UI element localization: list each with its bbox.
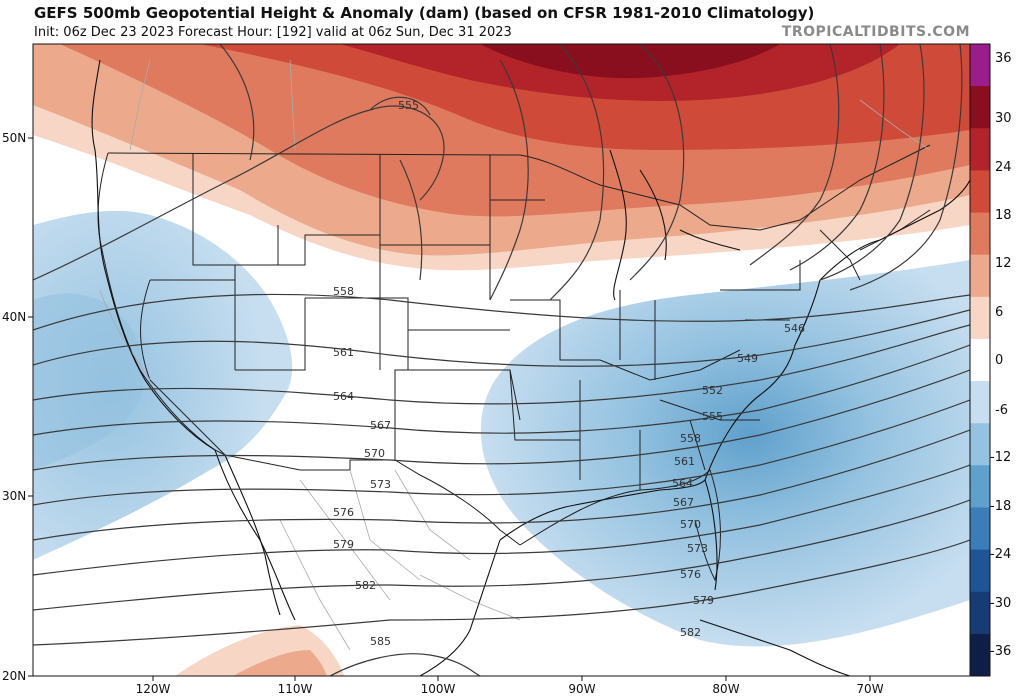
contour-label: 570 (364, 447, 385, 460)
longitude-label: 110W (278, 682, 313, 696)
colorbar-segment (970, 381, 990, 424)
colorbar-segment (970, 465, 990, 508)
colorbar-segment (970, 338, 990, 382)
colorbar-segment (970, 44, 990, 87)
colorbar-segment (970, 507, 990, 551)
contour-label: 555 (702, 410, 723, 423)
coastlines (91, 59, 970, 676)
negative-anomaly-shading (33, 210, 970, 647)
colorbar-label: -36 (990, 644, 1011, 659)
contour-label: 567 (673, 496, 694, 509)
contour-label: 582 (680, 626, 701, 639)
contour-label: 552 (702, 384, 723, 397)
chart-title: GEFS 500mb Geopotential Height & Anomaly… (34, 4, 815, 22)
contour-label: 564 (672, 477, 693, 490)
contour-label: 579 (333, 538, 354, 551)
contour-label: 561 (674, 455, 695, 468)
political-boundaries (97, 144, 931, 582)
chart-subtitle: Init: 06z Dec 23 2023 Forecast Hour: [19… (34, 25, 512, 40)
colorbar-segment (970, 296, 990, 340)
contour-label: 558 (333, 285, 354, 298)
contour-label: 555 (398, 99, 419, 112)
contour-labels: 546 549 552 555 555 558 558 561 561 564 … (333, 99, 805, 648)
contour-label: 573 (687, 542, 708, 555)
colorbar-segment (970, 423, 990, 466)
contour-label: 582 (355, 579, 376, 592)
colorbar-label: 36 (995, 51, 1012, 66)
colorbar-segment (970, 128, 990, 171)
colorbar-label: 6 (995, 305, 1003, 320)
latitude-label: 20N (2, 669, 26, 683)
contour-label: 585 (370, 635, 391, 648)
longitude-label: 90W (568, 682, 595, 696)
contour-label: 576 (680, 568, 701, 581)
contour-label: 564 (333, 390, 354, 403)
longitude-label: 80W (712, 682, 739, 696)
colorbar-labels: 36 30 24 18 12 6 0 -6 -12 -18 -24 -30 -3… (990, 51, 1012, 659)
longitude-label: 70W (856, 682, 883, 696)
mexico-state-borders (99, 59, 931, 651)
colorbar-label: 24 (995, 160, 1012, 175)
longitude-label: 120W (136, 682, 171, 696)
colorbar-label: -12 (990, 450, 1011, 465)
latitude-label: 40N (2, 310, 26, 324)
contour-label: 549 (737, 352, 758, 365)
contour-label: 570 (680, 518, 701, 531)
positive-anomaly-shading (33, 44, 970, 676)
colorbar-frame (969, 43, 991, 677)
colorbar-segment (970, 591, 990, 635)
longitude-label: 100W (421, 682, 456, 696)
map-area: 546 549 552 555 555 558 558 561 561 564 … (33, 44, 970, 676)
colorbar-label: -30 (990, 596, 1011, 611)
colorbar-segment (970, 633, 990, 677)
contour-label: 576 (333, 506, 354, 519)
colorbar-label: -6 (995, 403, 1008, 418)
colorbar-label: -24 (990, 547, 1011, 562)
height-contours (33, 44, 970, 676)
colorbar-segment (970, 170, 990, 214)
colorbar-segment (970, 86, 990, 129)
colorbar (969, 43, 991, 677)
contour-label: 546 (784, 322, 805, 335)
colorbar-label: 12 (995, 256, 1012, 271)
contour-label: 573 (370, 478, 391, 491)
colorbar-label: 30 (995, 111, 1012, 126)
colorbar-segment (970, 212, 990, 256)
latitude-label: 30N (2, 489, 26, 503)
latitude-label: 50N (2, 131, 26, 145)
longitude-axis: 120W 110W 100W 90W 80W 70W (136, 676, 884, 696)
colorbar-label: -18 (990, 499, 1011, 514)
contour-label: 579 (693, 594, 714, 607)
source-watermark: TROPICALTIDBITS.COM (781, 24, 970, 40)
colorbar-label: 18 (995, 208, 1012, 223)
latitude-axis: 50N 40N 30N 20N (2, 131, 33, 683)
colorbar-segment (970, 254, 990, 298)
contour-label: 558 (680, 432, 701, 445)
colorbar-segment (970, 549, 990, 593)
contour-label: 561 (333, 346, 354, 359)
contour-label: 567 (370, 419, 391, 432)
colorbar-label: 0 (995, 353, 1003, 368)
